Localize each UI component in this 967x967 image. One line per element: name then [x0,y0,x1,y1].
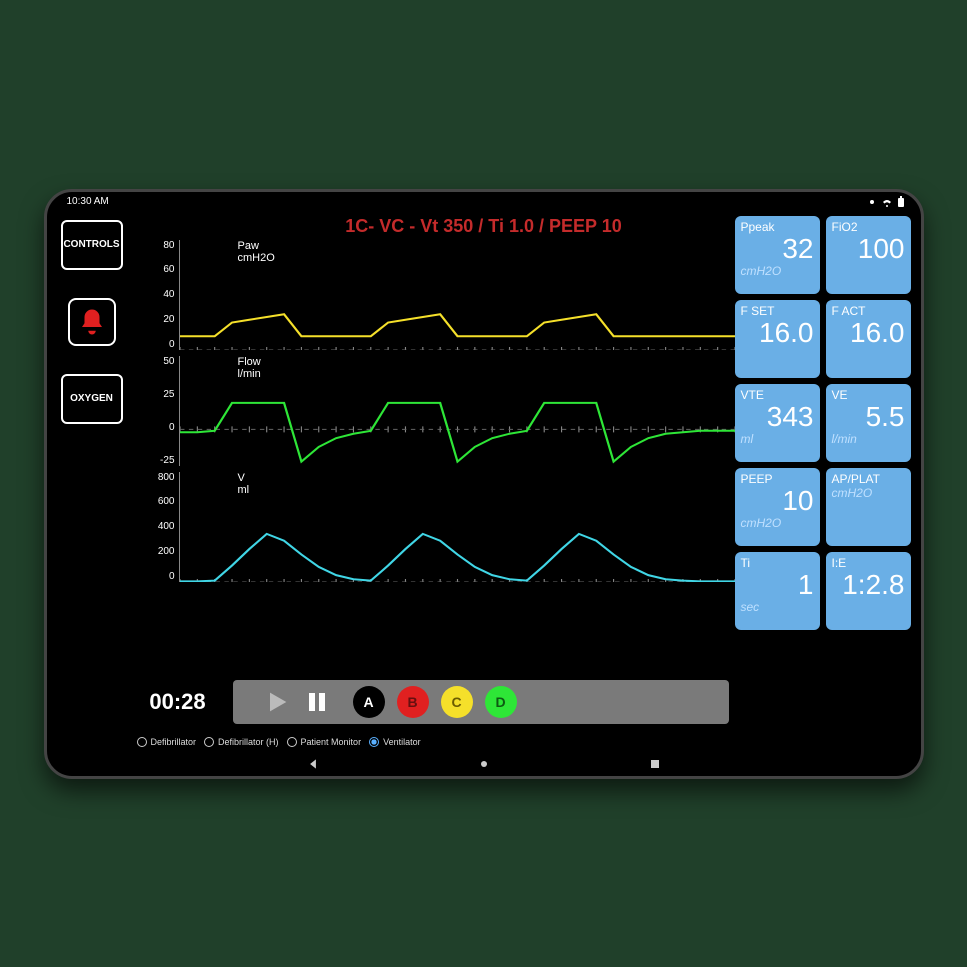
alarm-button[interactable] [68,298,116,346]
tile-value: 100 [832,234,905,265]
paw-chart: 806040200 PawcmH2O [135,240,735,350]
flow-yaxis: 50250-25 [135,356,179,466]
tile-value: 1 [741,570,814,601]
scenario-c-button[interactable]: C [441,686,473,718]
radio-icon [137,737,147,747]
tile-label: VE [832,388,905,402]
tile-value: 16.0 [832,318,905,349]
tile-ve[interactable]: VE 5.5 l/min [826,384,911,462]
tile-ppeak[interactable]: Ppeak 32 cmH2O [735,216,820,294]
vol-plot: Vml [179,472,735,582]
status-dot-icon [867,197,877,207]
tile-unit: sec [741,600,814,614]
tile-vte[interactable]: VTE 343 ml [735,384,820,462]
pause-icon[interactable] [305,688,329,716]
tile-value: 1:2.8 [832,570,905,601]
chart-zone: 806040200 PawcmH2O 50250-25 Flowl/min 80… [127,240,735,676]
mode-label: Defibrillator [151,737,197,747]
wifi-icon [881,197,893,207]
mode-defibrillator[interactable]: Defibrillator [137,737,197,747]
clock-text: 10:30 AM [67,196,109,207]
mode-patient-monitor[interactable]: Patient Monitor [287,737,362,747]
tile-f-act[interactable]: F ACT 16.0 [826,300,911,378]
battery-icon [897,196,905,208]
android-navbar [47,752,921,776]
tablet-frame: 10:30 AM 1C- VC - Vt 350 / Ti 1.0 / PEEP… [44,189,924,779]
tile-unit: cmH2O [741,516,814,530]
tile-f-set[interactable]: F SET 16.0 [735,300,820,378]
tile-label: Ppeak [741,220,814,234]
tile-unit: ml [741,432,814,446]
tile-value: 343 [741,402,814,433]
parameter-tiles: Ppeak 32 cmH2OFiO2 100 F SET 16.0 F ACT … [735,212,915,752]
tile-label: FiO2 [832,220,905,234]
tile-value: 5.5 [832,402,905,433]
tile-peep[interactable]: PEEP 10 cmH2O [735,468,820,546]
vol-yaxis: 8006004002000 [135,472,179,582]
tile-value: 32 [741,234,814,265]
tile-unit: l/min [832,432,905,446]
tile-label: Ti [741,556,814,570]
play-icon[interactable] [263,688,291,716]
tile-unit: cmH2O [832,486,905,500]
mode-label: Defibrillator (H) [218,737,279,747]
tile-label: VTE [741,388,814,402]
flow-chart: 50250-25 Flowl/min [135,356,735,466]
radio-icon [287,737,297,747]
tile-ti[interactable]: Ti 1 sec [735,552,820,630]
tile-ap-plat[interactable]: AP/PLAT cmH2O [826,468,911,546]
mode-defibrillator-h-[interactable]: Defibrillator (H) [204,737,279,747]
vol-chart: 8006004002000 Vml [135,472,735,582]
tile-label: PEEP [741,472,814,486]
tile-i-e[interactable]: I:E 1:2.8 [826,552,911,630]
mode-selector: Defibrillator Defibrillator (H) Patient Mo… [127,732,735,752]
transport-bar: ABCD [233,680,729,724]
paw-plot: PawcmH2O [179,240,735,350]
timer-display: 00:28 [133,689,223,715]
scenario-a-button[interactable]: A [353,686,385,718]
scenario-d-button[interactable]: D [485,686,517,718]
status-icons [867,196,905,208]
mode-ventilator[interactable]: Ventilator [369,737,421,747]
tile-value: 10 [741,486,814,517]
tile-label: I:E [832,556,905,570]
scenario-b-button[interactable]: B [397,686,429,718]
main-content: 1C- VC - Vt 350 / Ti 1.0 / PEEP 10 CONTR… [47,212,921,752]
chart-area: 806040200 PawcmH2O 50250-25 Flowl/min 80… [127,212,735,752]
radio-icon [369,737,379,747]
paw-yaxis: 806040200 [135,240,179,350]
bell-icon [77,307,107,337]
left-sidebar: CONTROLS OXYGEN [57,212,127,752]
nav-home-icon[interactable] [478,758,490,770]
tile-label: F ACT [832,304,905,318]
flow-plot: Flowl/min [179,356,735,466]
nav-back-icon[interactable] [306,757,320,771]
transport-row: 00:28 ABCD [127,676,735,732]
tile-value: 16.0 [741,318,814,349]
oxygen-button[interactable]: OXYGEN [61,374,123,424]
tile-fio-[interactable]: FiO2 100 [826,216,911,294]
status-bar: 10:30 AM [47,192,921,212]
radio-icon [204,737,214,747]
scenario-buttons: ABCD [353,686,517,718]
mode-label: Ventilator [383,737,421,747]
tile-label: F SET [741,304,814,318]
tile-label: AP/PLAT [832,472,905,486]
mode-label: Patient Monitor [301,737,362,747]
tile-unit: cmH2O [741,264,814,278]
nav-recent-icon[interactable] [649,758,661,770]
